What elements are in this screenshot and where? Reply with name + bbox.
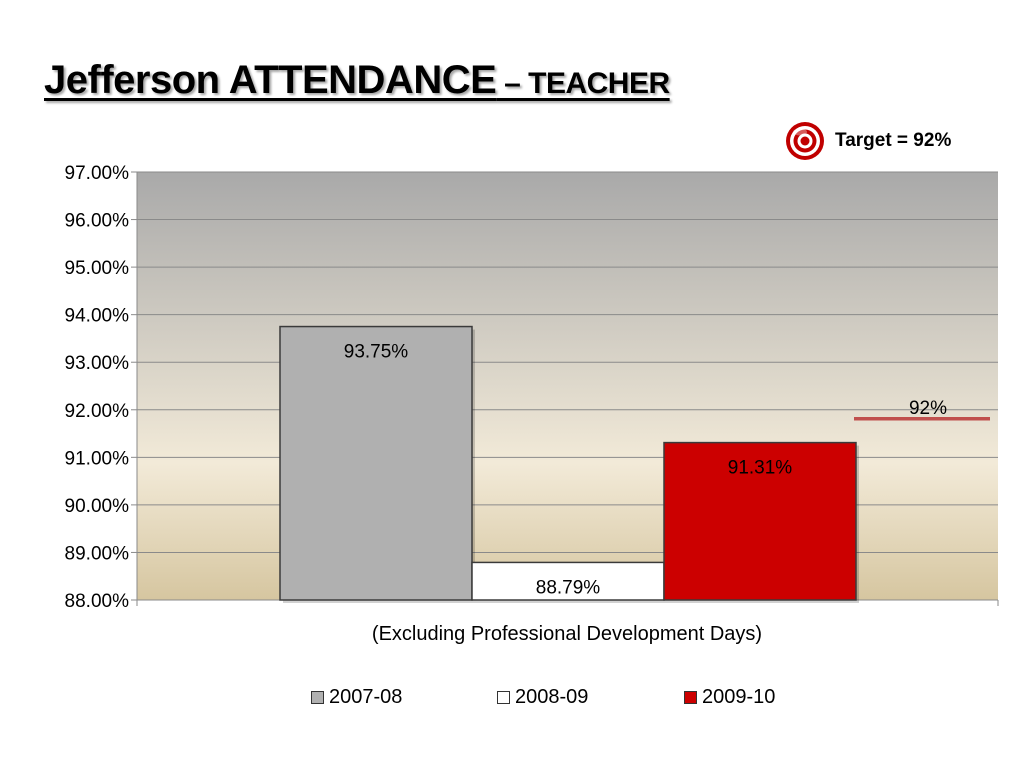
target-icon [786,122,824,160]
target-indicator: Target = 92% [785,121,951,161]
y-tick-label: 92.00% [65,401,130,422]
plot-area [137,172,998,600]
bar-value-label: 91.31% [728,458,793,479]
y-tick-label: 89.00% [65,543,130,564]
y-tick-label: 94.00% [65,306,130,327]
bar-value-label: 93.75% [344,342,409,363]
title-sub: – TEACHER [496,67,670,100]
y-tick-label: 95.00% [65,258,130,279]
title-main: Jefferson ATTENDANCE [44,58,497,102]
bar-2007-08 [279,325,473,601]
y-tick-label: 96.00% [65,211,130,232]
page-title: Jefferson ATTENDANCE – TEACHER [44,58,670,103]
target-label: Target = 92% [835,130,952,151]
legend-item: 2008-09 [497,686,588,709]
x-axis-label: (Excluding Professional Development Days… [372,623,762,645]
target-line-label: 92% [909,398,947,419]
y-tick-label: 90.00% [65,496,130,517]
y-tick-label: 97.00% [65,163,130,184]
y-tick-labels: 88.00% 89.00% 90.00% 91.00% 92.00% 93.00% 94.0… [65,163,130,612]
legend-swatch [684,691,697,704]
y-tick-label: 91.00% [65,448,130,469]
y-tick-label: 88.00% [65,591,130,612]
legend-label: 2009-10 [702,686,776,708]
legend-label: 2008-09 [515,686,589,708]
legend-item: 2007-08 [311,686,402,709]
legend-swatch [497,691,510,704]
target-line-group: 92% [854,398,990,421]
legend-label: 2007-08 [329,686,403,708]
legend-swatch [311,691,324,704]
legend-item: 2009-10 [684,686,775,709]
legend: 2007-08 2008-09 2009-10 [0,686,1024,716]
bars: 93.75% 88.79% 91.31% [279,325,859,603]
y-tick-label: 93.00% [65,353,130,374]
bar-value-label: 88.79% [536,577,601,598]
bar-2009-10 [663,441,857,601]
